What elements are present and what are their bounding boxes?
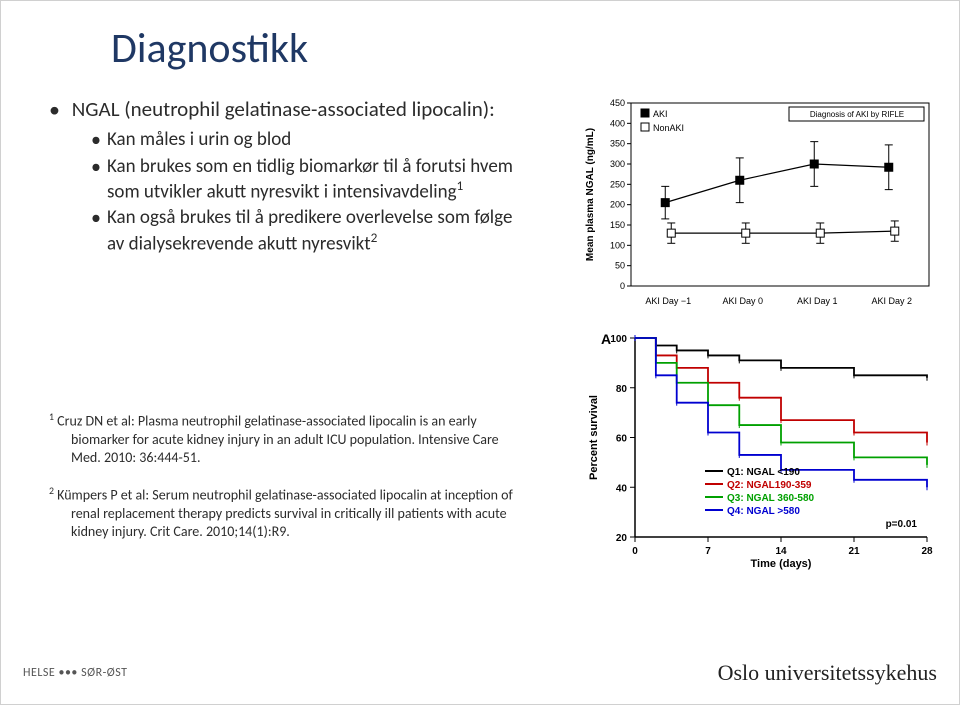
- svg-text:150: 150: [610, 220, 625, 230]
- svg-text:300: 300: [610, 159, 625, 169]
- footer-left-logo: HELSE ••• SØR-ØST: [23, 666, 128, 680]
- survival-chart: A2040608010007142128Percent survivalTime…: [579, 326, 939, 571]
- page-title: Diagnostikk: [111, 23, 308, 74]
- svg-text:28: 28: [921, 546, 933, 557]
- svg-text:AKI Day 2: AKI Day 2: [871, 296, 912, 306]
- svg-text:p=0.01: p=0.01: [886, 519, 918, 530]
- slide: Diagnostikk NGAL (neutrophil gelatinase-…: [0, 0, 960, 705]
- svg-text:NonAKI: NonAKI: [653, 123, 684, 133]
- svg-text:60: 60: [616, 434, 628, 445]
- svg-text:14: 14: [775, 546, 787, 557]
- bullet-sub-2: Kan brukes som en tidlig biomarkør til å…: [91, 155, 539, 205]
- svg-text:250: 250: [610, 179, 625, 189]
- svg-text:200: 200: [610, 200, 625, 210]
- svg-text:20: 20: [616, 533, 628, 544]
- svg-text:AKI Day −1: AKI Day −1: [645, 296, 691, 306]
- svg-text:Q2: NGAL190-359: Q2: NGAL190-359: [727, 480, 812, 491]
- svg-text:Diagnosis of AKI by RIFLE: Diagnosis of AKI by RIFLE: [810, 110, 904, 119]
- svg-text:Q4: NGAL >580: Q4: NGAL >580: [727, 506, 800, 517]
- svg-text:100: 100: [610, 334, 627, 345]
- svg-text:Mean plasma NGAL (ng/mL): Mean plasma NGAL (ng/mL): [585, 128, 596, 261]
- references: 1 Cruz DN et al: Plasma neutrophil gelat…: [49, 411, 529, 559]
- svg-text:0: 0: [620, 281, 625, 291]
- svg-text:21: 21: [848, 546, 860, 557]
- svg-text:7: 7: [705, 546, 711, 557]
- reference-1: 1 Cruz DN et al: Plasma neutrophil gelat…: [49, 411, 529, 467]
- reference-2: 2 Kümpers P et al: Serum neutrophil gela…: [49, 485, 529, 541]
- svg-text:Q3: NGAL 360-580: Q3: NGAL 360-580: [727, 493, 815, 504]
- content-block: NGAL (neutrophil gelatinase-associated l…: [49, 96, 539, 260]
- ngal-line-chart: 0 50 100 150 200 250 300 350 400 450 Mean plasma N…: [579, 91, 939, 316]
- svg-text:100: 100: [610, 240, 625, 250]
- svg-text:Percent survival: Percent survival: [588, 395, 600, 480]
- svg-text:350: 350: [610, 139, 625, 149]
- svg-text:AKI Day 0: AKI Day 0: [722, 296, 763, 306]
- svg-text:400: 400: [610, 118, 625, 128]
- svg-text:Q1: NGAL <190: Q1: NGAL <190: [727, 467, 800, 478]
- svg-text:50: 50: [615, 261, 625, 271]
- svg-text:80: 80: [616, 384, 628, 395]
- svg-text:450: 450: [610, 98, 625, 108]
- svg-text:AKI Day 1: AKI Day 1: [797, 296, 838, 306]
- bullet-sub-1: Kan måles i urin og blod: [91, 128, 539, 153]
- svg-text:Time (days): Time (days): [751, 558, 812, 570]
- svg-text:AKI: AKI: [653, 109, 668, 119]
- bullet-sub-3: Kan også brukes til å predikere overleve…: [91, 206, 539, 256]
- footer: HELSE ••• SØR-ØST Oslo universitetssykeh…: [1, 660, 959, 686]
- footer-right-logo: Oslo universitetssykehus: [718, 660, 937, 686]
- svg-text:40: 40: [616, 483, 628, 494]
- bullet-main: NGAL (neutrophil gelatinase-associated l…: [49, 96, 539, 256]
- svg-text:0: 0: [632, 546, 638, 557]
